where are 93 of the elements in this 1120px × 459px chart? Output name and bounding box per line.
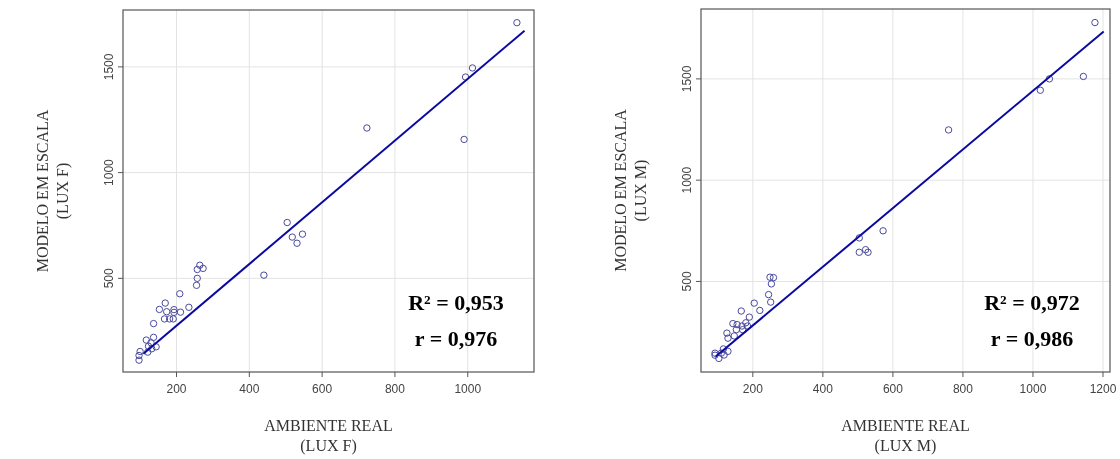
point bbox=[764, 290, 773, 299]
x-tick-label: 800 bbox=[384, 382, 406, 396]
point bbox=[864, 248, 872, 256]
point bbox=[155, 305, 164, 314]
point bbox=[723, 329, 731, 337]
point bbox=[729, 319, 737, 328]
point bbox=[193, 274, 201, 283]
point bbox=[745, 313, 754, 321]
point bbox=[293, 239, 301, 247]
point bbox=[730, 332, 738, 340]
point bbox=[135, 356, 143, 364]
point bbox=[283, 218, 291, 227]
point bbox=[733, 320, 741, 329]
point bbox=[161, 299, 169, 307]
point bbox=[136, 347, 144, 356]
point bbox=[738, 325, 747, 334]
x-axis-title: AMBIENTE REAL (LUX F) bbox=[264, 417, 393, 455]
point bbox=[460, 135, 468, 144]
point bbox=[715, 354, 723, 363]
y-tick-label: 500 bbox=[680, 271, 694, 292]
y-tick-label: 500 bbox=[102, 268, 116, 289]
point bbox=[147, 339, 155, 347]
point bbox=[260, 271, 268, 279]
x-tick-label: 200 bbox=[166, 382, 187, 396]
x-tick-label: 600 bbox=[882, 382, 904, 396]
annotation: r = 0,976 bbox=[414, 326, 498, 351]
point bbox=[196, 261, 204, 269]
x-axis-title: AMBIENTE REAL (LUX M) bbox=[841, 417, 970, 455]
point bbox=[861, 245, 870, 254]
point bbox=[720, 351, 728, 359]
annotation: R² = 0,953 bbox=[408, 290, 504, 315]
point bbox=[176, 290, 184, 298]
point bbox=[1045, 75, 1054, 83]
point bbox=[750, 299, 758, 307]
point bbox=[767, 280, 776, 288]
y-axis-title: MODELO EM ESCALA (LUX F) bbox=[34, 109, 72, 273]
point bbox=[363, 124, 371, 132]
x-tick-label: 600 bbox=[312, 382, 333, 396]
point bbox=[199, 264, 207, 273]
annotation: r = 0,986 bbox=[990, 326, 1074, 351]
point bbox=[724, 347, 732, 356]
point bbox=[148, 345, 156, 353]
y-tick-label: 1000 bbox=[102, 158, 116, 186]
y-tick-label: 1000 bbox=[680, 166, 694, 194]
point bbox=[769, 273, 778, 282]
point bbox=[170, 308, 178, 317]
point bbox=[717, 349, 726, 357]
point bbox=[135, 351, 143, 360]
x-tick-label: 800 bbox=[952, 382, 974, 396]
point bbox=[144, 348, 152, 356]
point bbox=[879, 227, 887, 235]
point bbox=[1079, 72, 1088, 81]
point bbox=[142, 336, 150, 344]
x-tick-label: 200 bbox=[742, 382, 764, 396]
point bbox=[149, 319, 158, 328]
point bbox=[149, 333, 158, 342]
point bbox=[162, 308, 171, 316]
point bbox=[766, 273, 774, 281]
point bbox=[468, 64, 477, 72]
point bbox=[193, 265, 201, 274]
point bbox=[738, 322, 746, 330]
point bbox=[192, 281, 201, 289]
point bbox=[152, 343, 160, 351]
point bbox=[144, 342, 153, 350]
point bbox=[160, 315, 169, 323]
point bbox=[724, 334, 732, 342]
point bbox=[1036, 86, 1045, 94]
point bbox=[766, 298, 775, 306]
point bbox=[169, 315, 177, 323]
annotation: R² = 0,972 bbox=[984, 290, 1080, 315]
point bbox=[165, 315, 174, 323]
point bbox=[756, 306, 764, 315]
point bbox=[732, 325, 741, 334]
point bbox=[185, 303, 193, 311]
point bbox=[1091, 18, 1099, 27]
x-tick-label: 1200 bbox=[1089, 382, 1117, 396]
point bbox=[513, 18, 521, 27]
y-tick-label: 1500 bbox=[102, 53, 116, 81]
point bbox=[170, 305, 178, 314]
point bbox=[298, 230, 307, 238]
point bbox=[944, 126, 953, 134]
point bbox=[737, 307, 745, 315]
x-tick-label: 400 bbox=[812, 382, 834, 396]
point bbox=[176, 308, 185, 316]
point bbox=[288, 233, 296, 241]
point bbox=[719, 345, 728, 353]
x-tick-label: 1000 bbox=[1019, 382, 1047, 396]
point bbox=[855, 248, 863, 256]
x-tick-label: 1000 bbox=[454, 382, 482, 396]
y-tick-label: 1500 bbox=[680, 65, 694, 93]
x-tick-label: 400 bbox=[239, 382, 260, 396]
y-axis-title: MODELO EM ESCALA (LUX M) bbox=[612, 108, 650, 272]
point bbox=[855, 234, 863, 242]
